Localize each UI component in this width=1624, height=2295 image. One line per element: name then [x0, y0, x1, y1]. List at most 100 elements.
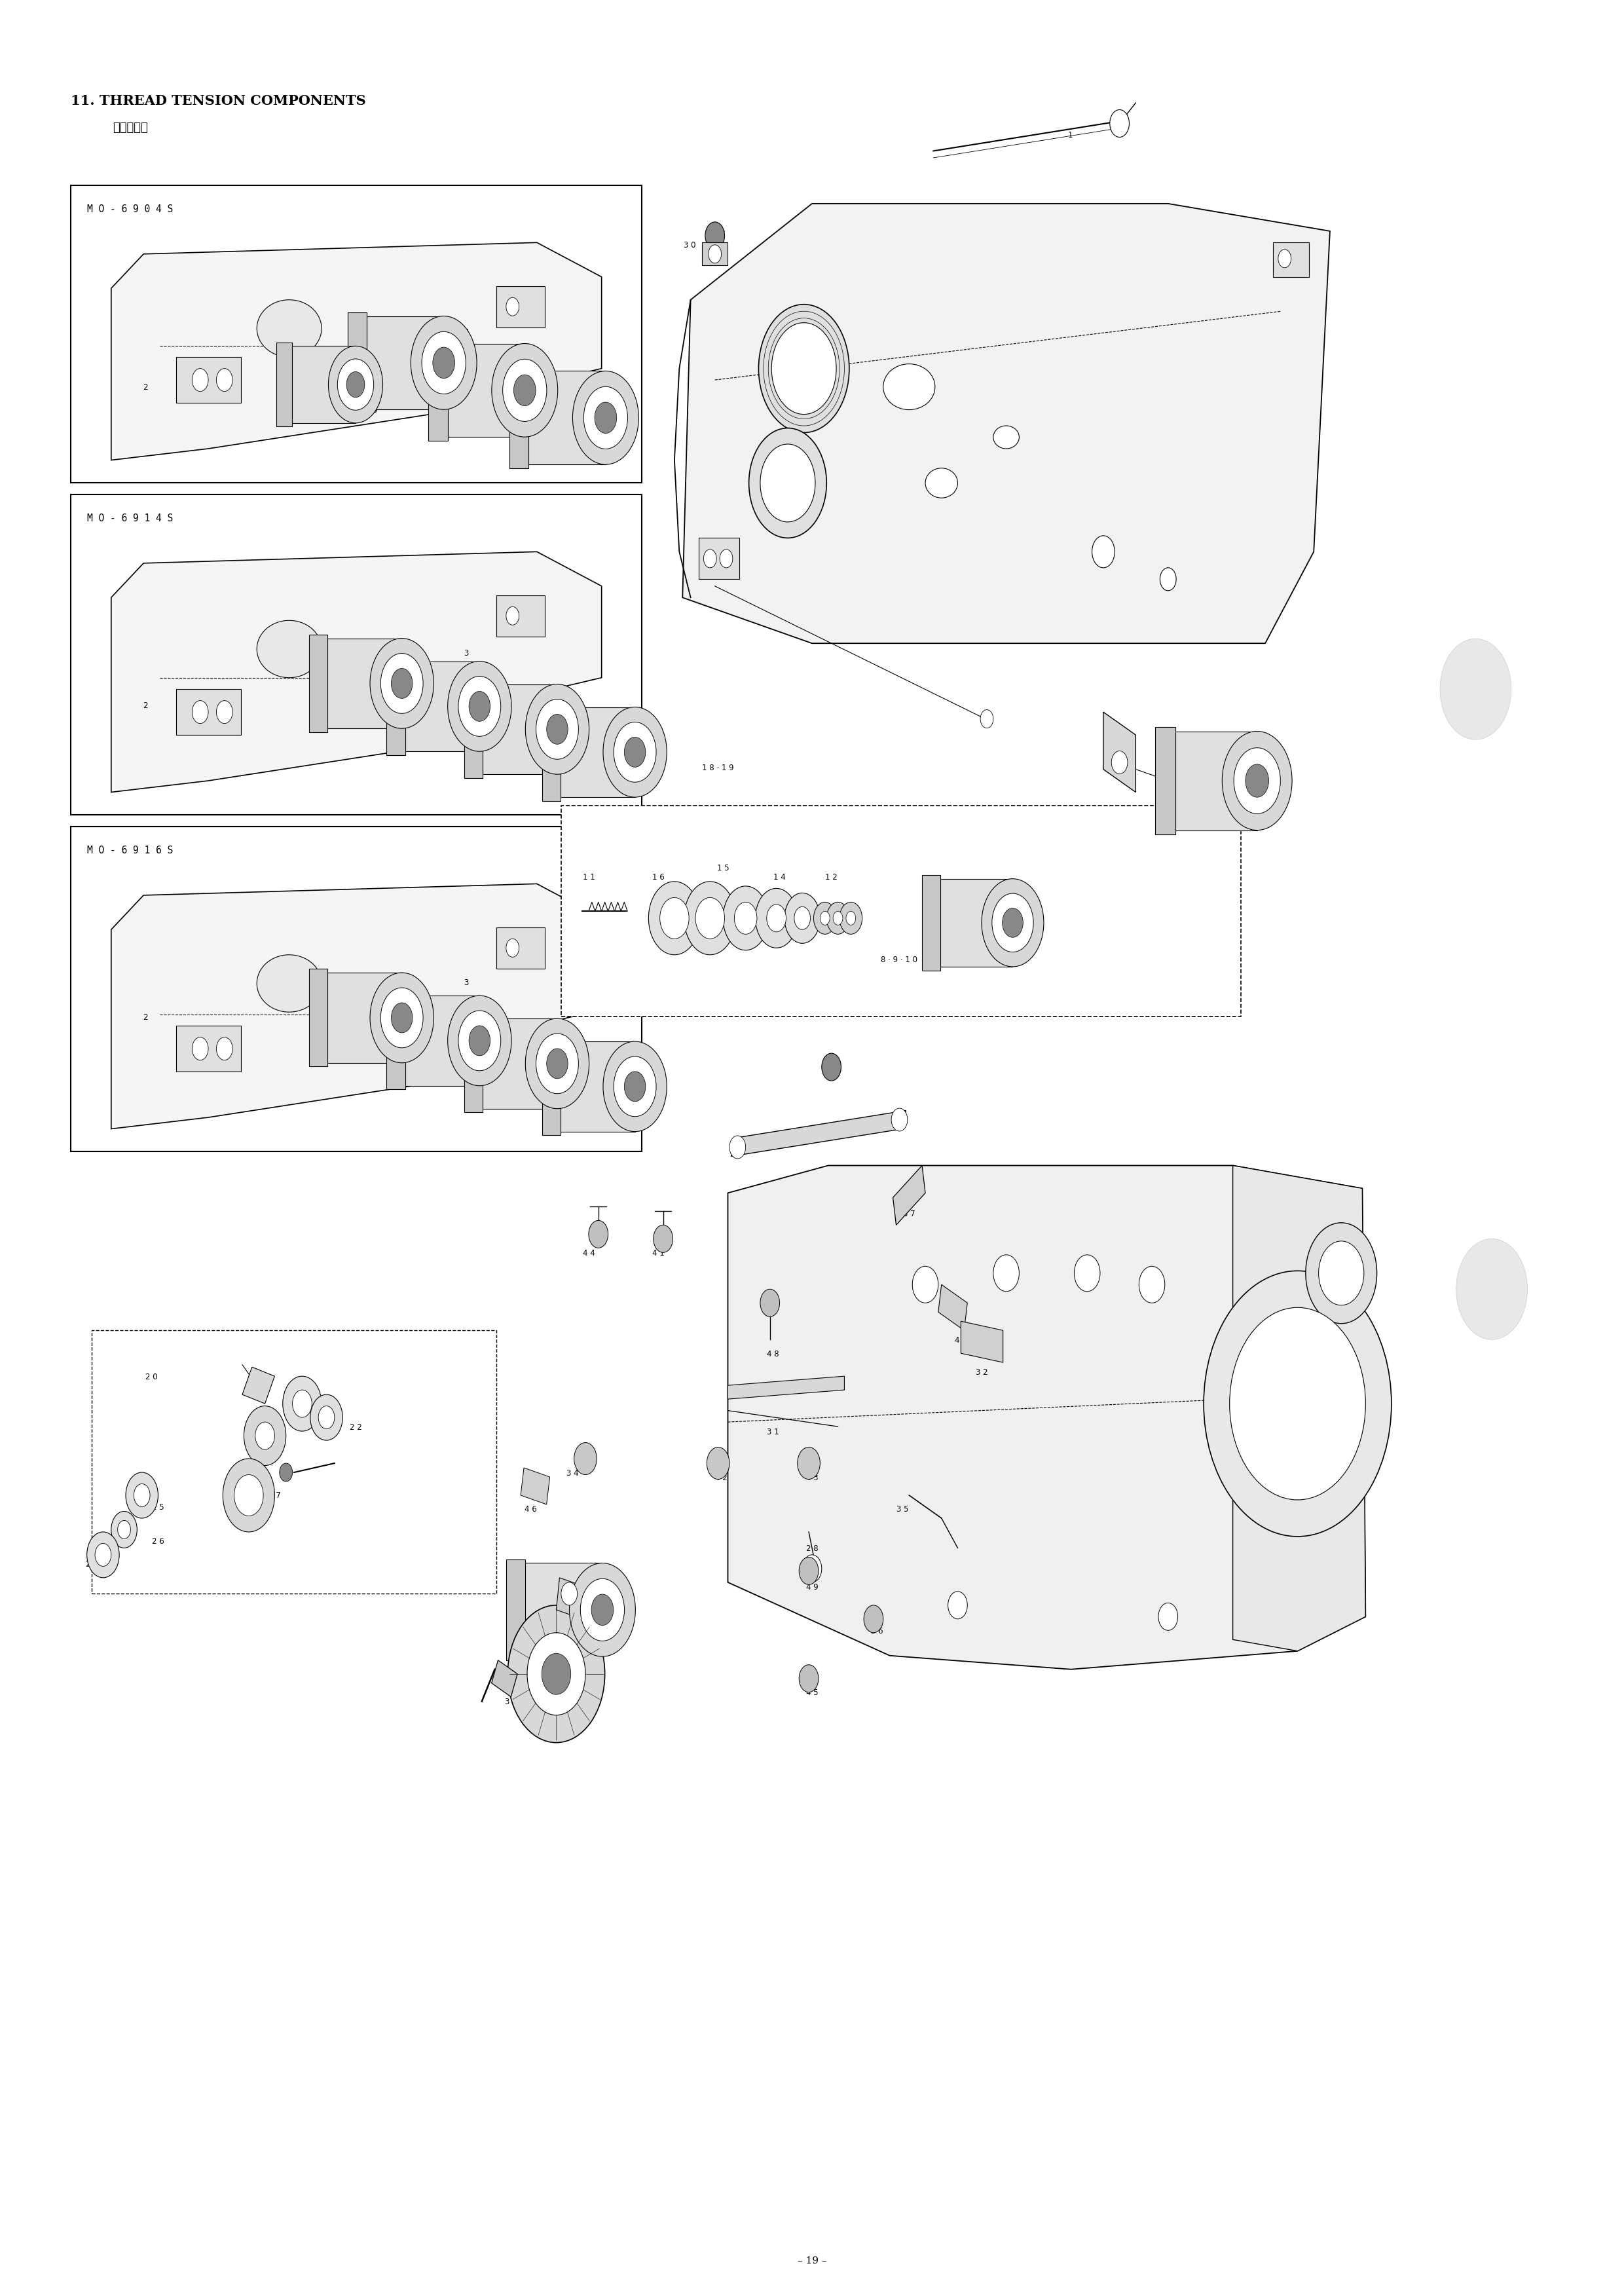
Circle shape [892, 1108, 908, 1131]
Polygon shape [361, 317, 443, 411]
Polygon shape [1155, 728, 1176, 835]
Polygon shape [309, 968, 328, 1067]
Polygon shape [387, 659, 406, 755]
Circle shape [573, 1444, 596, 1476]
Circle shape [822, 1053, 841, 1081]
Bar [702, 243, 728, 266]
Bar [497, 597, 546, 638]
Circle shape [840, 902, 862, 934]
Polygon shape [429, 340, 448, 441]
Circle shape [734, 902, 757, 934]
Text: 1 3: 1 3 [952, 884, 963, 893]
Text: 2: 2 [143, 702, 148, 709]
Circle shape [507, 939, 520, 957]
Circle shape [771, 324, 836, 415]
Text: 1 5: 1 5 [716, 863, 729, 872]
Circle shape [255, 1423, 274, 1450]
Text: 糸調子関係: 糸調子関係 [112, 122, 148, 133]
Circle shape [222, 1460, 274, 1533]
Circle shape [216, 369, 232, 392]
Polygon shape [555, 707, 635, 799]
Circle shape [799, 1664, 818, 1691]
Text: 2 0: 2 0 [146, 1372, 158, 1382]
Bar [562, 806, 1241, 1017]
Circle shape [755, 888, 797, 948]
Text: 1 2: 1 2 [825, 872, 838, 881]
Circle shape [216, 700, 232, 723]
Polygon shape [309, 636, 328, 732]
Circle shape [1278, 250, 1291, 269]
Circle shape [513, 376, 536, 406]
Circle shape [1158, 1604, 1177, 1629]
Circle shape [380, 654, 424, 714]
Text: 3 9: 3 9 [505, 1698, 516, 1705]
Circle shape [536, 1033, 578, 1095]
Circle shape [370, 973, 434, 1063]
Circle shape [1229, 1308, 1366, 1501]
Circle shape [346, 372, 365, 397]
Polygon shape [287, 347, 356, 425]
Circle shape [1073, 1255, 1099, 1292]
Text: 5 · 6 · 7: 5 · 6 · 7 [814, 923, 843, 932]
Circle shape [279, 1464, 292, 1483]
Bar [71, 826, 641, 1152]
Polygon shape [387, 991, 406, 1090]
Text: 3 2: 3 2 [976, 1368, 987, 1377]
Circle shape [469, 1026, 490, 1056]
Circle shape [659, 897, 689, 939]
Circle shape [292, 1391, 312, 1418]
Circle shape [448, 661, 512, 753]
Circle shape [1306, 1223, 1377, 1324]
Bar [71, 186, 641, 484]
Polygon shape [110, 884, 601, 1129]
Circle shape [802, 1556, 822, 1584]
Circle shape [1138, 1267, 1164, 1304]
Text: 4 3: 4 3 [806, 1473, 818, 1483]
Circle shape [1160, 569, 1176, 592]
Polygon shape [521, 1469, 551, 1506]
Circle shape [422, 333, 466, 395]
Text: 2 3: 2 3 [255, 1446, 268, 1455]
Circle shape [547, 1049, 568, 1079]
Circle shape [338, 360, 374, 411]
Text: 4 2: 4 2 [715, 1473, 728, 1483]
Text: 1 6: 1 6 [653, 872, 664, 881]
Circle shape [432, 349, 455, 379]
Circle shape [624, 1072, 646, 1102]
Polygon shape [442, 344, 525, 438]
Text: 3 5: 3 5 [896, 1506, 909, 1512]
Polygon shape [935, 879, 1013, 966]
Polygon shape [348, 312, 367, 413]
Circle shape [1319, 1242, 1364, 1306]
Circle shape [723, 886, 768, 950]
Polygon shape [507, 1558, 525, 1662]
Text: 4: 4 [464, 1005, 469, 1014]
Circle shape [846, 911, 856, 925]
Circle shape [573, 372, 638, 466]
Polygon shape [939, 1285, 968, 1331]
Polygon shape [922, 874, 940, 971]
Text: 1 7: 1 7 [547, 1579, 559, 1586]
Circle shape [391, 668, 412, 700]
Circle shape [283, 1377, 322, 1432]
Circle shape [192, 1037, 208, 1060]
Text: 3 4: 3 4 [567, 1469, 578, 1478]
Circle shape [370, 638, 434, 730]
Polygon shape [400, 996, 479, 1086]
Polygon shape [110, 553, 601, 792]
Circle shape [133, 1485, 149, 1508]
Circle shape [411, 317, 477, 411]
Circle shape [117, 1522, 130, 1540]
Circle shape [948, 1593, 968, 1620]
Bar [71, 496, 641, 815]
Circle shape [88, 1533, 119, 1579]
Text: 3 3: 3 3 [767, 1386, 780, 1395]
Text: 3 0: 3 0 [684, 241, 695, 250]
Circle shape [703, 551, 716, 569]
Circle shape [1223, 732, 1293, 831]
Circle shape [528, 1632, 585, 1714]
Text: 4 9: 4 9 [806, 1584, 818, 1590]
Bar [175, 358, 240, 404]
Text: 2: 2 [143, 383, 148, 392]
Polygon shape [322, 638, 401, 730]
